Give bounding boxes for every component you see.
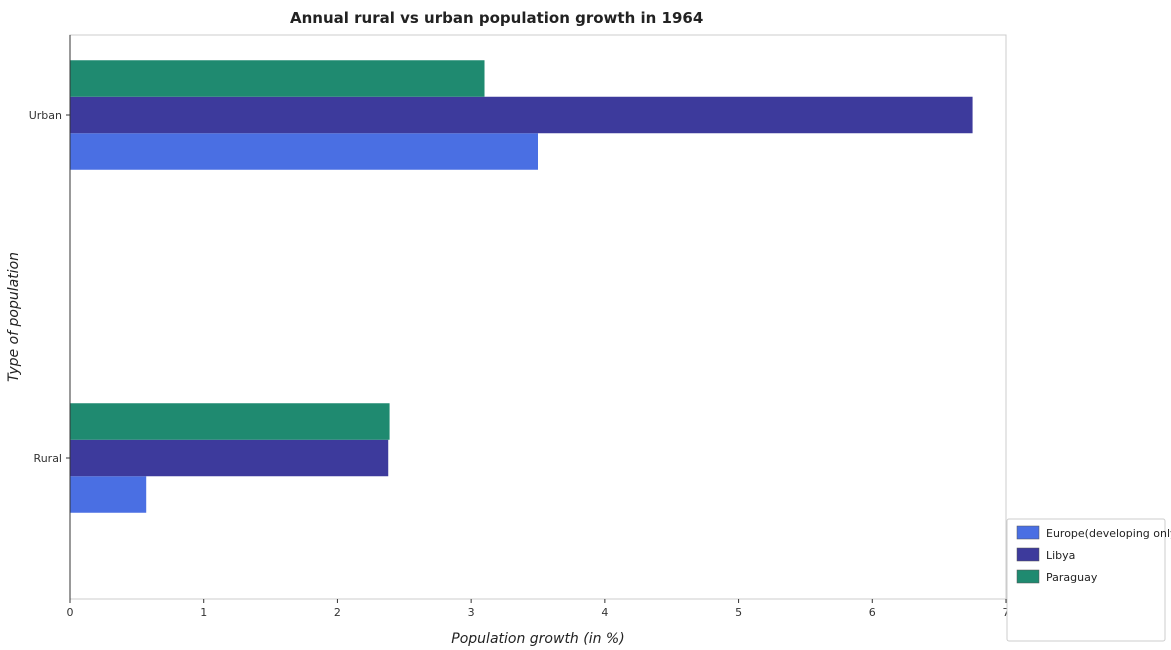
x-axis-label: Population growth (in %): [451, 631, 624, 647]
bars-group: [70, 60, 973, 513]
legend-swatch: [1016, 547, 1040, 562]
legend-label: Paraguay: [1046, 571, 1098, 584]
x-tick-label-7: 7: [1003, 606, 1010, 619]
bar-urban-libya: [70, 96, 973, 134]
x-tick-label-4: 4: [601, 606, 608, 619]
legend: Europe(developing only) Libya Paraguay: [1006, 518, 1171, 642]
bar-rural-libya: [70, 439, 389, 477]
x-tick-label-0: 0: [67, 606, 74, 619]
y-tick-label-rural: Rural: [34, 452, 62, 465]
bar-urban-europe-developing-only: [70, 133, 538, 170]
bar-rural-paraguay: [70, 403, 390, 440]
chart-title: Annual rural vs urban population growth …: [290, 9, 703, 27]
x-tick-label-5: 5: [735, 606, 742, 619]
x-axis-ticks: 0 1 2 3 4 5 6 7: [67, 599, 1010, 619]
legend-box: [1006, 518, 1166, 642]
legend-swatch: [1016, 569, 1040, 584]
x-tick-label-6: 6: [869, 606, 876, 619]
bar-urban-paraguay: [70, 60, 485, 97]
y-axis-label: Type of population: [6, 252, 22, 382]
x-tick-label-2: 2: [334, 606, 341, 619]
y-axis-ticks: Rural Urban: [29, 109, 70, 465]
bar-rural-europe-developing-only: [70, 476, 147, 513]
x-tick-label-3: 3: [468, 606, 475, 619]
x-tick-label-1: 1: [200, 606, 207, 619]
legend-label: Europe(developing only): [1046, 527, 1171, 540]
legend-label: Libya: [1046, 549, 1075, 562]
y-tick-label-urban: Urban: [29, 109, 62, 122]
legend-swatch: [1016, 525, 1040, 540]
